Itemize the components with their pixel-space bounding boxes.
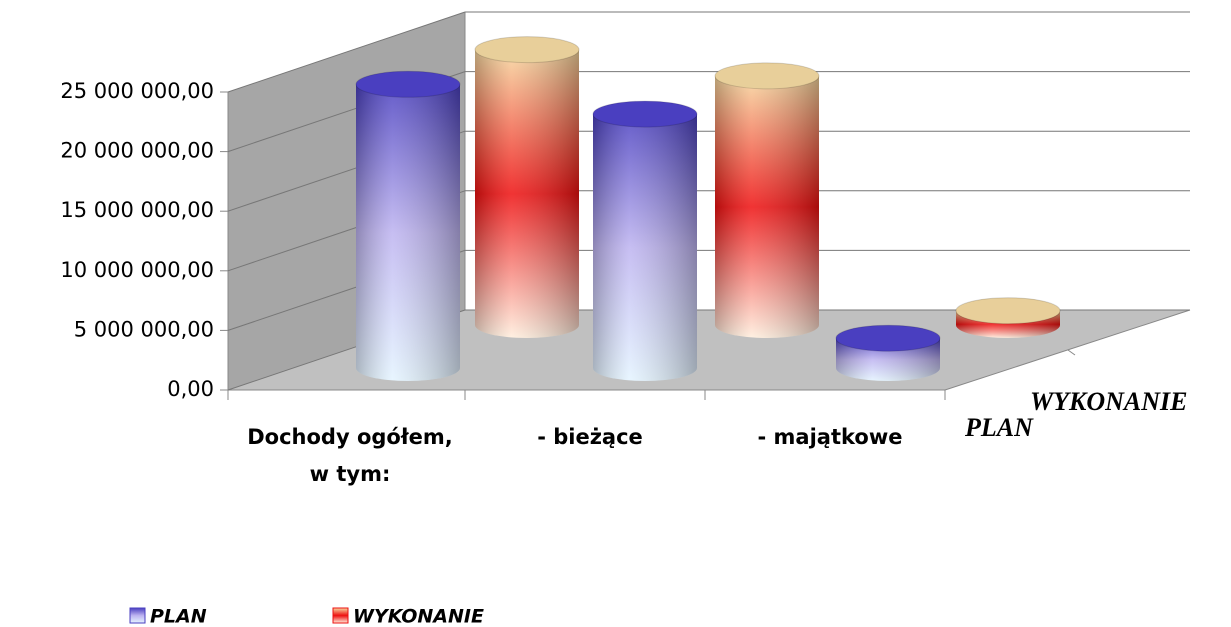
legend-swatch	[129, 607, 146, 624]
legend-swatch	[332, 607, 349, 624]
x-tick-label: Dochody ogółem, w tym:	[247, 425, 453, 486]
cylinder	[592, 100, 698, 381]
cylinder	[474, 36, 580, 338]
cylinder-shade	[715, 75, 819, 338]
cylinder	[355, 70, 461, 381]
cylinder-shade	[593, 114, 697, 381]
x-tick-label: - bieżące	[537, 425, 643, 449]
cylinder-shade	[475, 49, 579, 338]
cylinder-top	[592, 100, 698, 128]
depth-label: WYKONANIE	[1030, 387, 1187, 416]
y-tick-label: 20 000 000,00	[60, 139, 214, 163]
grid-line	[227, 11, 466, 93]
cylinder-top	[355, 70, 461, 98]
cylinder	[835, 324, 941, 381]
cylinder-top	[835, 324, 941, 352]
floor	[228, 310, 1190, 390]
y-tick-label: 15 000 000,00	[60, 198, 214, 222]
y-tick-label: 0,00	[167, 377, 214, 401]
y-tick-label: 25 000 000,00	[60, 79, 214, 103]
cylinder-top	[955, 297, 1061, 325]
y-tick-label: 5 000 000,00	[74, 317, 214, 341]
cylinder-top	[714, 62, 820, 90]
cylinder-top	[474, 36, 580, 64]
depth-label: PLAN	[964, 413, 1034, 442]
legend-label: PLAN	[150, 606, 207, 627]
legend-label: WYKONANIE	[353, 606, 484, 627]
cylinder-shade	[356, 84, 460, 381]
depth-tick	[1067, 349, 1076, 356]
cylinder	[955, 297, 1061, 338]
y-tick-label: 10 000 000,00	[60, 258, 214, 282]
x-tick-label: - majątkowe	[757, 425, 903, 449]
cylinder	[714, 62, 820, 338]
depth-axis	[944, 309, 1191, 391]
